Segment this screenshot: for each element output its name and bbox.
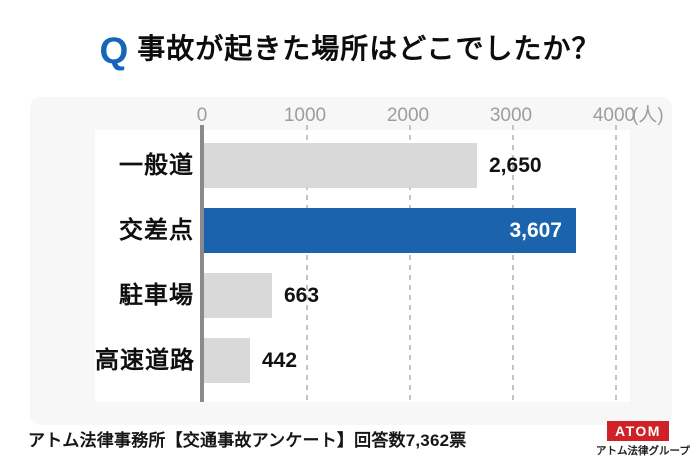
bar-row-parking-lot: 駐車場 663 [95,273,630,318]
plot-area: 一般道 2,650 交差点 3,607 駐車場 663 高速道路 442 [95,125,630,402]
value-label: 3,607 [509,219,562,242]
page-title: 事故が起きた場所はどこでしたか？ [137,33,601,64]
category-label: 一般道 [119,152,194,179]
chart-card: 0 1000 2000 3000 4000 (人) 一般道 2,650 交差点 … [30,97,672,425]
category-label: 駐車場 [119,282,194,309]
category-label: 高速道路 [95,347,195,374]
x-axis-unit-label: (人) [632,105,664,126]
gridline-4000 [615,125,617,402]
bar-row-general-road: 一般道 2,650 [95,143,630,188]
x-axis-tick-3000: 3000 [489,105,533,126]
bar-row-highway: 高速道路 442 [95,338,630,383]
bar-parking-lot: 663 [204,273,319,318]
atom-logo: ATOM アトム法律グループ [596,421,690,458]
y-axis-line [200,125,204,402]
value-label: 663 [284,284,320,307]
x-axis-tick-4000: 4000 [592,105,636,126]
value-label: 2,650 [489,154,542,177]
question-q-mark: Q [99,29,129,71]
bar-highway: 442 [204,338,297,383]
gridline-3000 [512,125,514,402]
x-axis-tick-1000: 1000 [283,105,327,126]
atom-logo-brand: ATOM [607,421,669,441]
chart-title: Q 事故が起きた場所はどこでしたか？ [0,26,700,72]
bar-row-intersection: 交差点 3,607 [95,208,630,253]
gridline-1000 [306,125,308,402]
category-label: 交差点 [119,217,194,244]
value-label: 442 [262,349,298,372]
x-axis-tick-2000: 2000 [386,105,430,126]
gridline-2000 [409,125,411,402]
source-note: アトム法律事務所【交通事故アンケート】回答数7,362票 [28,431,467,450]
x-axis-tick-0: 0 [196,105,208,126]
bar-intersection: 3,607 [204,208,576,253]
bar-general-road: 2,650 [204,143,542,188]
atom-logo-group-name: アトム法律グループ [596,445,690,457]
